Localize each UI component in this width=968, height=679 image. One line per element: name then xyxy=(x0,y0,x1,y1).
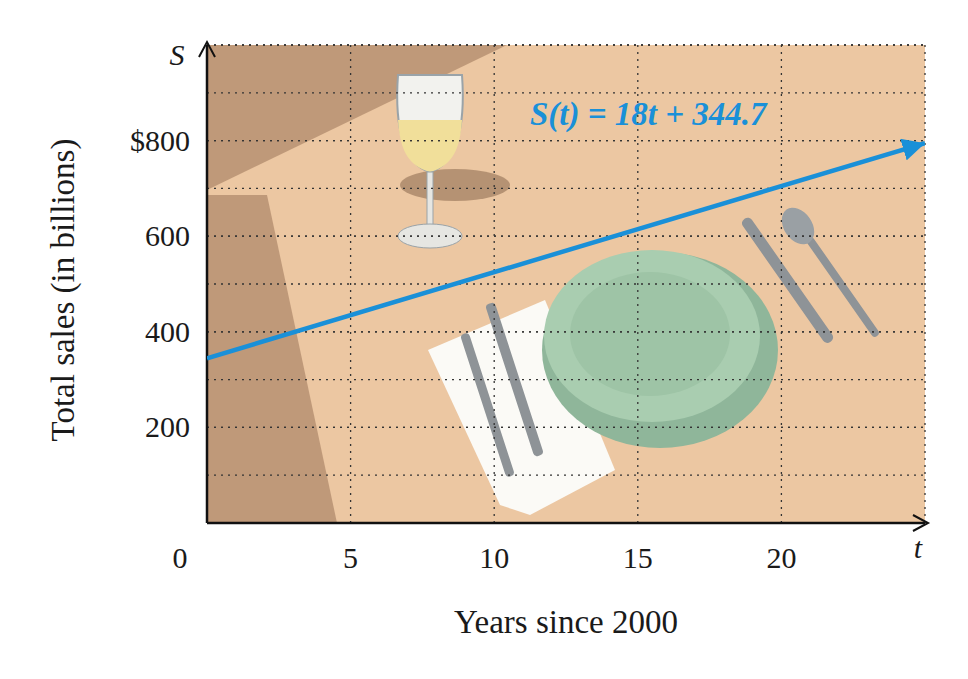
x-tick-label: 5 xyxy=(343,541,358,574)
sales-line xyxy=(207,143,925,358)
x-tick-label: 20 xyxy=(766,541,796,574)
glass-shadow xyxy=(400,169,510,201)
x-axis-symbol: t xyxy=(914,531,923,564)
y-axis-title: Total sales (in billions) xyxy=(45,139,82,442)
decoration xyxy=(207,45,925,523)
x-tick-label: 10 xyxy=(479,541,509,574)
equation-annotation: S(t) = 18t + 344.7 xyxy=(530,96,768,133)
data-group xyxy=(207,143,925,358)
y-axis-arrow xyxy=(199,42,215,57)
plot-frame-right xyxy=(924,45,925,523)
spoon-bowl xyxy=(775,202,821,251)
shadow xyxy=(207,195,337,523)
grid-line-minor xyxy=(207,331,925,332)
y-grid-line xyxy=(207,331,925,332)
x-tick-label: 15 xyxy=(623,541,653,574)
y-tick-label: $800 xyxy=(130,124,190,157)
y-grid-line xyxy=(207,236,925,237)
x-axis-arrow xyxy=(913,515,928,531)
x-grid-line xyxy=(494,45,495,523)
plate-rim xyxy=(544,250,760,422)
grid-line-minor xyxy=(207,427,925,428)
plot-background xyxy=(207,45,925,523)
chart-root: 200 400 600 $800 0 5 10 15 20 St Years since 2000 T… xyxy=(0,0,968,679)
grid xyxy=(207,45,925,523)
y-axis-symbol: S xyxy=(170,38,185,71)
y-tick-label: 400 xyxy=(145,315,190,348)
plot-frame-top xyxy=(207,44,925,45)
y-tick-label: 200 xyxy=(145,410,190,443)
x-axis-title: Years since 2000 xyxy=(454,604,678,640)
x-axis-line xyxy=(207,522,925,525)
spoon-handle xyxy=(805,235,880,338)
grid-line-minor xyxy=(207,44,925,45)
grid-line-minor xyxy=(207,188,925,189)
x-grid-line xyxy=(781,45,782,523)
shadow xyxy=(207,45,507,190)
x-tick-label: 0 xyxy=(173,541,188,574)
axes xyxy=(199,42,928,531)
y-axis-line xyxy=(206,45,209,523)
y-tick-label: 600 xyxy=(145,219,190,252)
grid-line-minor xyxy=(207,379,925,380)
grid-line-minor xyxy=(207,236,925,237)
y-grid-line xyxy=(207,140,925,141)
wine xyxy=(398,120,462,172)
plate-center xyxy=(570,272,730,396)
chart-svg: 200 400 600 $800 0 5 10 15 20 St Years since 2000 T… xyxy=(0,0,968,679)
grid-line-minor xyxy=(207,92,925,93)
x-grid-line xyxy=(350,45,351,523)
grid-line-minor xyxy=(207,475,925,476)
glass xyxy=(397,75,463,172)
grid-line-minor xyxy=(207,283,925,284)
grid-line-minor xyxy=(207,140,925,141)
glass-stem xyxy=(427,172,433,227)
y-grid-line xyxy=(207,427,925,428)
